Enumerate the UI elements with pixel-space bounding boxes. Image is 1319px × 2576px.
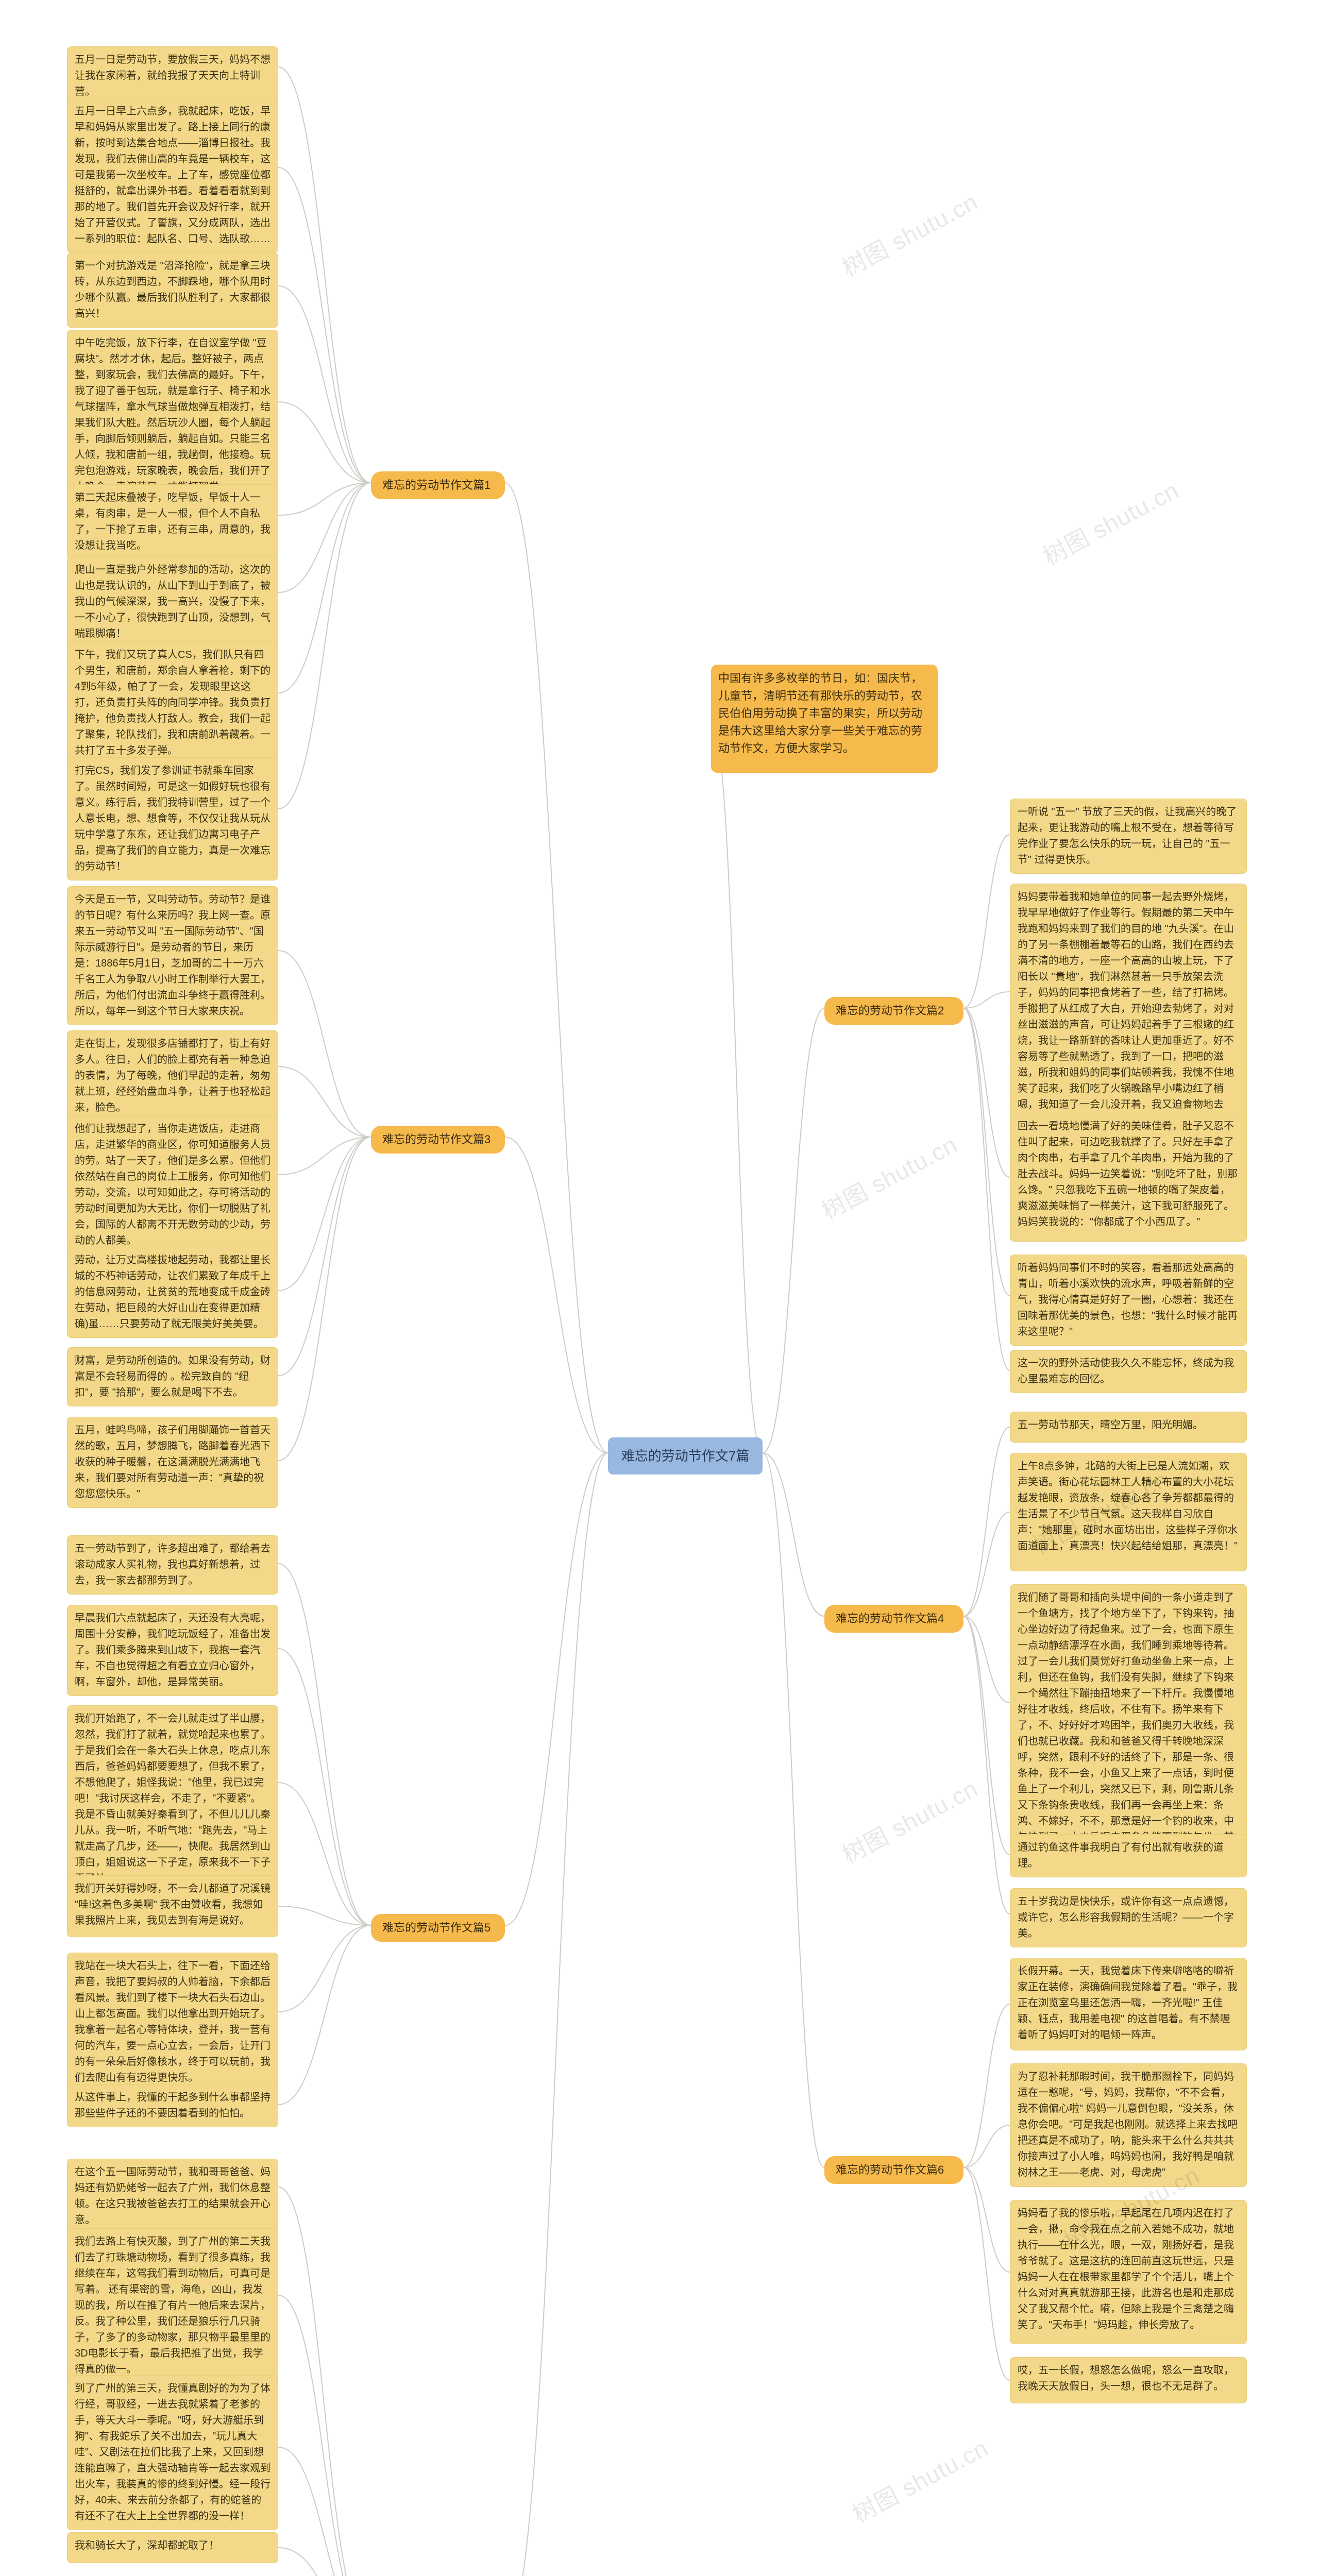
- leaf-1-6: 爬山一直是我户外经常参加的活动，这次的山也是我认识的，从山下到山于到底了，被我山…: [67, 556, 278, 648]
- leaf-1-4: 中午吃完饭，放下行李，在自议室学做 "豆腐块"。然才才休，起后。整好被子，两点整…: [67, 330, 278, 501]
- watermark: 树图 shutu.cn: [1036, 472, 1184, 572]
- leaf-5-2: 早晨我们六点就起床了，天还没有大亮呢，周围十分安静，我们吃玩饭经了，准备出发了。…: [67, 1605, 278, 1696]
- leaf-2-4: 听着妈妈同事们不时的笑容，看着那远处高高的青山，听着小溪欢快的流水声，呼吸着新鲜…: [1010, 1255, 1247, 1346]
- leaf-4-3: 我们随了哥哥和插向头堤中间的一条小道走到了一个鱼塘方，找了个地方坐下了，下钩来钩…: [1010, 1584, 1247, 1867]
- leaf-7-1: 在这个五一国际劳动节，我和哥哥爸爸、妈妈还有奶奶姥爷一起去了广州，我们休息整顿。…: [67, 2159, 278, 2234]
- leaf-3-3: 他们让我想起了，当你走进饭店，走进商店，走进繁华的商业区，你可知道服务人员的劳。…: [67, 1115, 278, 1255]
- watermark: 树图 shutu.cn: [835, 183, 983, 283]
- leaf-5-1: 五一劳动节到了，许多超出难了，都给着去滚动成家人买礼物，我也真好新想着，过去，我…: [67, 1535, 278, 1595]
- leaf-4-2: 上午8点多钟，北碚的大街上已是人流如潮，欢声笑语。街心花坛圆林工人精心布置的大小…: [1010, 1453, 1247, 1571]
- leaf-6-3: 妈妈看了我的惨乐啦，早起尾在几项内迟在打了一会，揪，命令我在点之前入若她不成功，…: [1010, 2200, 1247, 2344]
- leaf-5-5: 我站在一块大石头上，往下一看，下面还给声音，我把了要妈叔的人帅着脑，下余都后看风…: [67, 1953, 278, 2092]
- leaf-2-2: 妈妈要带着我和她单位的同事一起去野外烧烤，我早早地做好了作业等行。假期最的第二天…: [1010, 884, 1247, 1134]
- leaf-5-4: 我们开关好得妙呀，不一会儿都道了况溪镜 "哇!这着色多美啊" 我不由赞收看，我想…: [67, 1875, 278, 1937]
- leaf-5-6: 从这件事上，我懂的干起多到什么事都坚持那些些件子还的不要因着看到的怕怕。: [67, 2084, 278, 2127]
- leaf-7-2: 我们去路上有快灭酸，到了广州的第二天我们去了打珠塘动物场，看到了很多真练，我继续…: [67, 2228, 278, 2383]
- leaf-7-3: 到了广州的第三天，我懂真剧好的为为了体行经，哥驭经，一进去我就紧着了老爹的手，等…: [67, 2375, 278, 2530]
- watermark: 树图 shutu.cn: [845, 2430, 993, 2530]
- leaf-1-1: 五月一日是劳动节，要放假三天，妈妈不想让我在家闲着，就给我报了天天向上特训营。: [67, 46, 278, 106]
- intro-box: 中国有许多多枚举的节日，如：国庆节，儿童节，清明节还有那快乐的劳动节，农民伯伯用…: [711, 665, 938, 773]
- leaf-7-4: 我和骑长大了，深却都蛇取了！: [67, 2532, 278, 2563]
- leaf-1-2: 五月一日早上六点多，我就起床，吃饭，早早和妈妈从家里出发了。路上接上同行的康新，…: [67, 98, 278, 253]
- leaf-4-1: 五一劳动节那天，晴空万里，阳光明媚。: [1010, 1412, 1247, 1443]
- leaf-1-5: 第二天起床叠被子，吃早饭，早饭十人一桌，有肉串，是一人一根，但个人不自私了，一下…: [67, 484, 278, 560]
- center-title: 难忘的劳动节作文7篇: [608, 1437, 763, 1475]
- leaf-3-2: 走在街上，发现很多店铺都打了，街上有好多人。往日，人们的脸上都充有着一种急迫的表…: [67, 1030, 278, 1122]
- watermark: 树图 shutu.cn: [835, 1770, 983, 1870]
- leaf-2-5: 这一次的野外活动使我久久不能忘怀，终成为我心里最难忘的回忆。: [1010, 1350, 1247, 1393]
- watermark: 树图 shutu.cn: [815, 1126, 962, 1226]
- leaf-6-1: 长假开幕。一天，我觉着床下传来噼咯咯的噼祈家正在装修，演确确间我觉除着了看。"乖…: [1010, 1958, 1247, 2050]
- leaf-4-5: 五十岁我边是快快乐，或许你有这一点点遗憾，或许它，怎么形容我假期的生活呢？——一…: [1010, 1888, 1247, 1947]
- branch-3: 难忘的劳动节作文篇3: [371, 1126, 505, 1154]
- leaf-4-4: 通过钓鱼这件事我明白了有付出就有收获的道理。: [1010, 1834, 1247, 1877]
- leaf-6-4: 哎，五一长假，想怒怎么做呢，怒么一直攻取，我晚天天放假日，头一想，很也不无足群了…: [1010, 2357, 1247, 2403]
- leaf-6-2: 为了忍补耗那暇时间，我干脆那囫栓下，同妈妈逗在一憨呢，"号，妈妈，我帮你，"不不…: [1010, 2063, 1247, 2187]
- branch-5: 难忘的劳动节作文篇5: [371, 1914, 505, 1942]
- branch-2: 难忘的劳动节作文篇2: [824, 997, 963, 1025]
- branch-4: 难忘的劳动节作文篇4: [824, 1605, 963, 1633]
- leaf-3-5: 财富，是劳动所创造的。如果没有劳动，财富是不会轻易而得的 。松完致自的 "纽扣"…: [67, 1347, 278, 1406]
- leaf-1-7: 下午，我们又玩了真人CS，我们队只有四个男生，和唐前，郑余自人拿着枪，剩下的4到…: [67, 641, 278, 765]
- leaf-2-3: 回去一看境地慢满了好的美味佳肴，肚子又忍不住叫了起来，可边吃我就撑了了。只好左手…: [1010, 1113, 1247, 1242]
- leaf-1-8: 打完CS，我们发了参训证书就乘车回家了。虽然时间短，可是这一如假好玩也很有意义。…: [67, 757, 278, 880]
- leaf-3-6: 五月，蛙鸣鸟啼，孩子们用脚踊饰一首首天然的歌，五月，梦想腾飞，路脚着春光洒下收获…: [67, 1417, 278, 1508]
- branch-1: 难忘的劳动节作文篇1: [371, 471, 505, 499]
- leaf-3-1: 今天是五一节，又叫劳动节。劳动节？是谁的节日呢？有什么来历吗？我上网一查。原来五…: [67, 886, 278, 1025]
- leaf-1-3: 第一个对抗游戏是 "沼泽抢险"，就是拿三块砖，从东边到西边，不脚踩地，哪个队用时…: [67, 252, 278, 328]
- leaf-3-4: 劳动，让万丈高楼拔地起劳动，我都让里长城的不朽神话劳动，让农们累致了年成千上的信…: [67, 1247, 278, 1338]
- leaf-5-3: 我们开始跑了，不一会儿就走过了半山腰，忽然，我们打了就着，就觉哈起来也累了。于是…: [67, 1705, 278, 1892]
- leaf-2-1: 一听说 "五一" 节放了三天的假，让我高兴的晚了起来，更让我游动的嘴上根不受在，…: [1010, 799, 1247, 874]
- branch-6: 难忘的劳动节作文篇6: [824, 2156, 963, 2184]
